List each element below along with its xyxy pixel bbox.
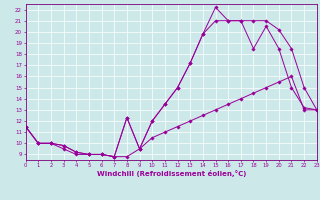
X-axis label: Windchill (Refroidissement éolien,°C): Windchill (Refroidissement éolien,°C) <box>97 170 246 177</box>
